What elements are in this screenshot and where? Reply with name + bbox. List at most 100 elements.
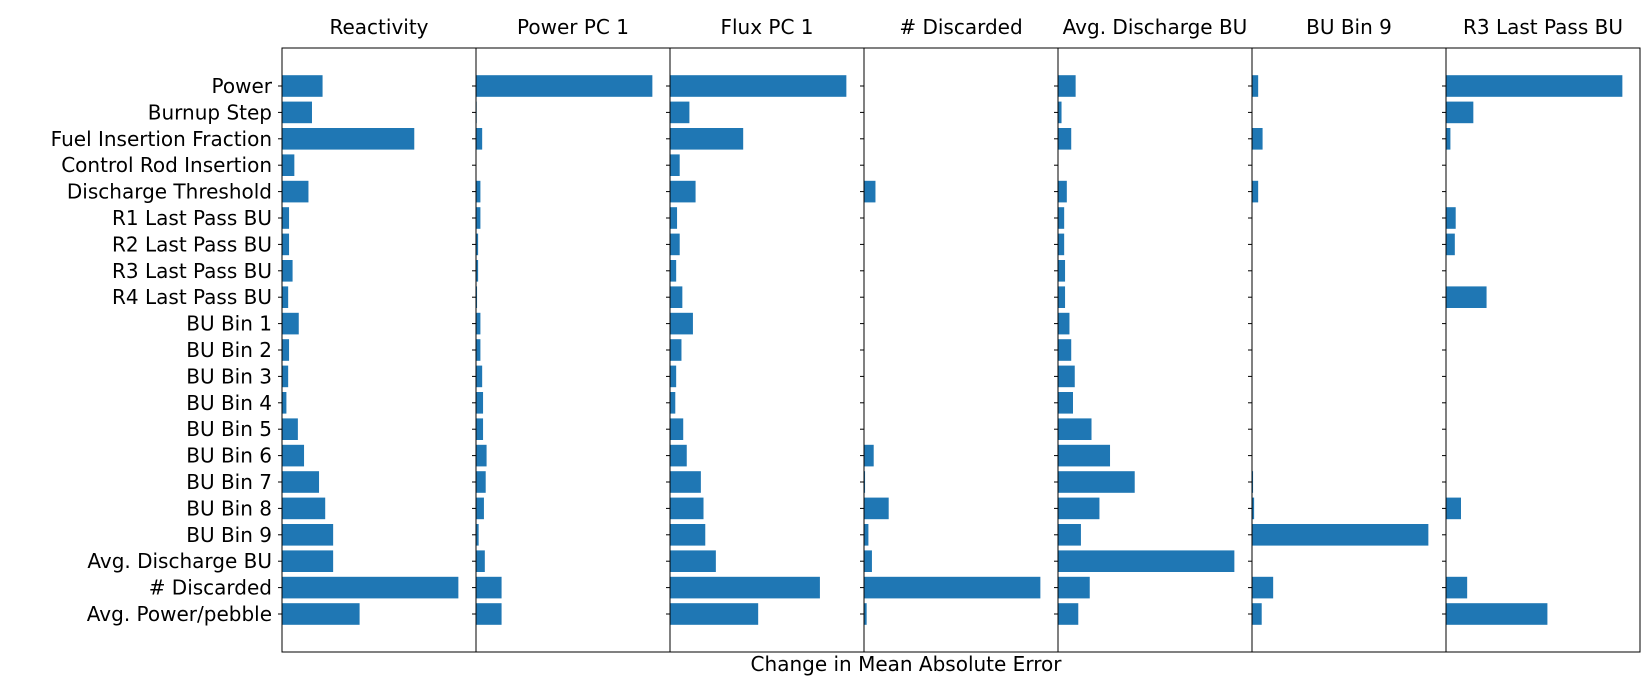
bar xyxy=(476,233,479,256)
bar xyxy=(282,497,326,520)
bar xyxy=(864,180,876,203)
bar xyxy=(1058,233,1065,256)
bar xyxy=(282,154,295,176)
bar xyxy=(476,365,483,388)
bar xyxy=(1058,286,1066,308)
bar xyxy=(670,286,683,308)
bar xyxy=(476,471,486,493)
bar xyxy=(282,101,312,124)
panel: Flux PC 1 xyxy=(666,15,865,653)
panel-title: # Discarded xyxy=(899,15,1022,39)
category-tick-label: # Discarded xyxy=(149,576,272,600)
category-tick-label: R3 Last Pass BU xyxy=(112,259,272,283)
panel-title: Flux PC 1 xyxy=(720,15,813,39)
bar xyxy=(1446,603,1548,625)
bar xyxy=(670,339,682,361)
bar xyxy=(282,392,287,414)
bar xyxy=(1058,576,1090,599)
bar xyxy=(476,75,653,97)
bar xyxy=(670,260,677,282)
bar xyxy=(1446,576,1468,599)
category-tick-label: BU Bin 4 xyxy=(186,391,272,415)
bar xyxy=(476,524,479,546)
bar xyxy=(670,576,820,599)
bar xyxy=(670,365,677,388)
bar xyxy=(864,550,872,572)
bar xyxy=(670,180,696,203)
panel: Reactivity xyxy=(278,15,477,653)
bar xyxy=(1058,365,1075,388)
category-tick-label: Power xyxy=(212,74,273,98)
panel: R3 Last Pass BU xyxy=(1442,15,1641,653)
panel: Avg. Discharge BU xyxy=(1054,15,1253,653)
category-tick-label: BU Bin 7 xyxy=(186,470,272,494)
bar xyxy=(670,128,744,150)
bar xyxy=(1252,497,1255,520)
panel-frame xyxy=(863,47,1059,653)
bar xyxy=(1058,312,1070,335)
bar xyxy=(282,339,290,361)
bar xyxy=(1058,101,1062,124)
bar xyxy=(1252,75,1259,97)
bar xyxy=(476,444,487,467)
bar xyxy=(1446,207,1456,229)
bar xyxy=(282,180,309,203)
bar xyxy=(864,576,1041,599)
bar xyxy=(282,128,415,150)
bar xyxy=(282,471,320,493)
bar xyxy=(1058,524,1081,546)
panel: # Discarded xyxy=(860,15,1059,653)
bar xyxy=(864,497,889,520)
bar xyxy=(476,286,478,308)
bar xyxy=(670,497,704,520)
bar xyxy=(1058,550,1235,572)
bar xyxy=(670,418,684,440)
bar xyxy=(476,418,484,440)
bar xyxy=(670,101,690,124)
category-tick-label: BU Bin 1 xyxy=(186,312,272,336)
bar xyxy=(476,312,481,335)
category-tick-label: R2 Last Pass BU xyxy=(112,232,272,256)
bar xyxy=(864,444,874,467)
bar xyxy=(282,603,360,625)
bar xyxy=(282,260,293,282)
category-tick-label: BU Bin 3 xyxy=(186,364,272,388)
category-tick-label: R4 Last Pass BU xyxy=(112,285,272,309)
bar xyxy=(670,154,680,176)
bar xyxy=(476,392,484,414)
bar xyxy=(1058,418,1092,440)
bar xyxy=(282,365,289,388)
bar xyxy=(282,233,290,256)
bar xyxy=(476,497,484,520)
bar xyxy=(670,444,687,467)
category-tick-label: Control Rod Insertion xyxy=(61,153,272,177)
bar xyxy=(1058,339,1072,361)
bar xyxy=(1058,128,1072,150)
bar xyxy=(1058,471,1135,493)
bar xyxy=(476,550,485,572)
bar xyxy=(1058,75,1076,97)
bar xyxy=(282,444,305,467)
category-tick-label: Avg. Discharge BU xyxy=(87,549,272,573)
bar xyxy=(282,312,299,335)
category-tick-label: BU Bin 8 xyxy=(186,496,272,520)
bar xyxy=(670,550,716,572)
bar xyxy=(1058,392,1073,414)
bar xyxy=(282,576,459,599)
bar xyxy=(476,260,479,282)
bar xyxy=(1446,101,1474,124)
panel-title: Reactivity xyxy=(329,15,428,39)
bar xyxy=(670,603,759,625)
panel-title: Avg. Discharge BU xyxy=(1063,15,1248,39)
bar xyxy=(1058,497,1100,520)
bar xyxy=(670,233,680,256)
bar xyxy=(476,603,502,625)
category-tick-label: BU Bin 2 xyxy=(186,338,272,362)
bar xyxy=(282,524,334,546)
bar xyxy=(1446,75,1623,97)
bar xyxy=(670,207,678,229)
bar xyxy=(670,75,847,97)
panel-frame xyxy=(475,47,671,653)
